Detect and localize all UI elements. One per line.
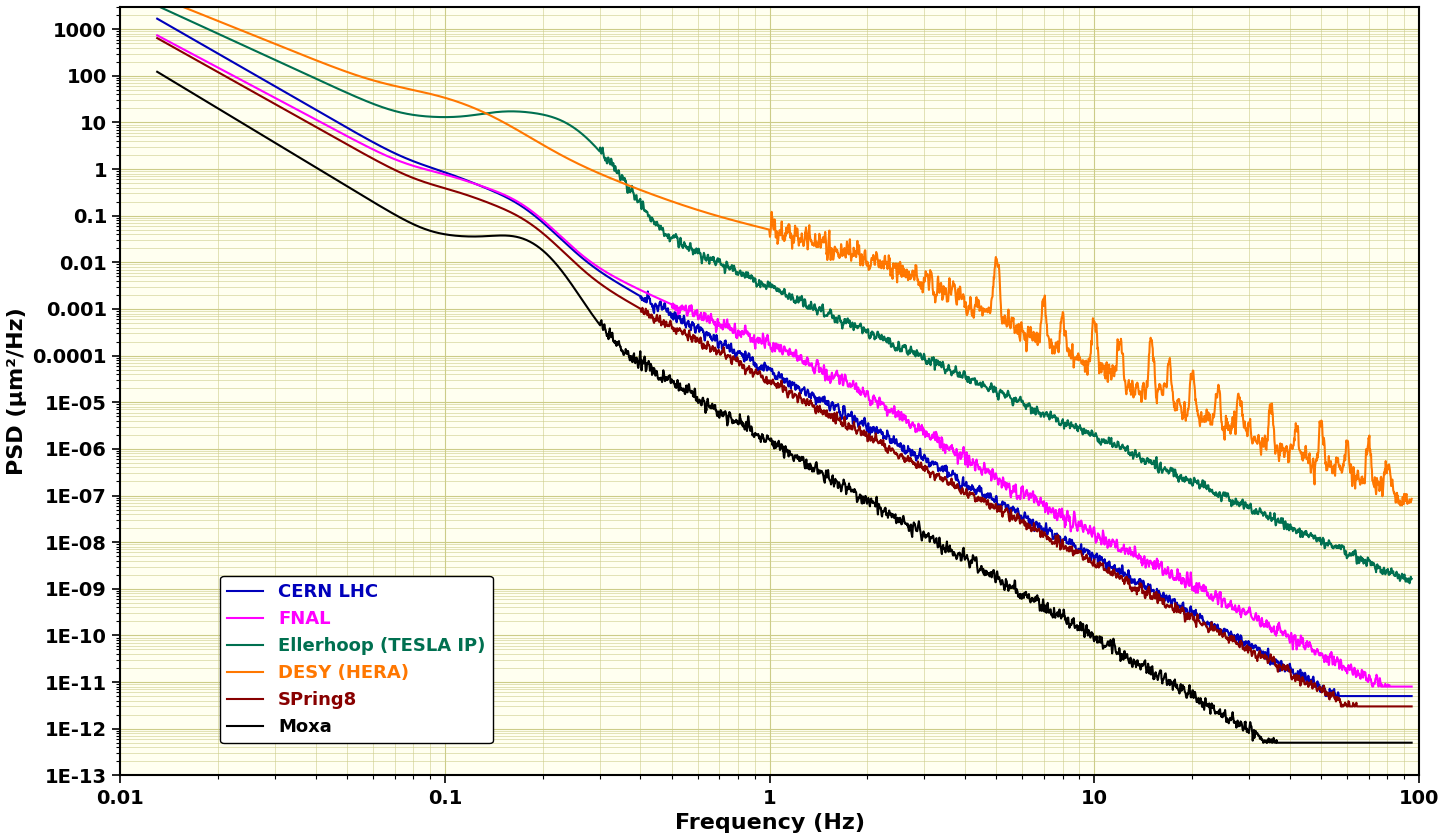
CERN LHC [149, 13, 166, 24]
CERN LHC [292, 96, 309, 106]
Ellerhoop (TESLA IP) [1244, 507, 1261, 517]
Y-axis label: PSD (μm²/Hz): PSD (μm²/Hz) [7, 307, 27, 475]
DESY (HERA) [684, 203, 701, 213]
DESY (HERA) [1394, 501, 1411, 511]
SPring8 [366, 155, 383, 165]
FNAL [292, 107, 309, 117]
Ellerhoop (TESLA IP) [1378, 565, 1395, 575]
Line: Ellerhoop (TESLA IP): Ellerhoop (TESLA IP) [158, 6, 1411, 583]
Moxa [684, 387, 701, 397]
SPring8 [1378, 701, 1395, 711]
Line: SPring8: SPring8 [158, 38, 1411, 706]
Moxa [1255, 738, 1272, 748]
Ellerhoop (TESLA IP) [1401, 578, 1419, 588]
Ellerhoop (TESLA IP) [292, 66, 309, 76]
Moxa [1403, 738, 1420, 748]
DESY (HERA) [1378, 468, 1395, 478]
Moxa [629, 363, 646, 373]
Ellerhoop (TESLA IP) [684, 246, 701, 256]
FNAL [149, 30, 166, 40]
DESY (HERA) [149, 0, 166, 2]
SPring8 [1403, 701, 1420, 711]
Moxa [366, 198, 383, 208]
DESY (HERA) [1403, 494, 1420, 504]
FNAL [1403, 681, 1420, 691]
SPring8 [1244, 651, 1261, 661]
Ellerhoop (TESLA IP) [149, 1, 166, 11]
FNAL [629, 284, 646, 294]
DESY (HERA) [366, 76, 383, 86]
DESY (HERA) [292, 49, 309, 59]
CERN LHC [684, 318, 701, 328]
CERN LHC [1244, 638, 1261, 648]
Line: Moxa: Moxa [158, 71, 1411, 743]
CERN LHC [1403, 691, 1420, 701]
FNAL [366, 145, 383, 155]
Moxa [1244, 725, 1261, 735]
Ellerhoop (TESLA IP) [366, 99, 383, 109]
CERN LHC [629, 290, 646, 300]
FNAL [684, 309, 701, 319]
Moxa [149, 66, 166, 76]
Line: FNAL: FNAL [158, 35, 1411, 686]
SPring8 [1332, 701, 1349, 711]
Ellerhoop (TESLA IP) [629, 197, 646, 207]
Ellerhoop (TESLA IP) [1403, 574, 1420, 584]
Line: DESY (HERA): DESY (HERA) [158, 0, 1411, 506]
SPring8 [149, 33, 166, 43]
Moxa [292, 153, 309, 163]
CERN LHC [366, 138, 383, 148]
Line: CERN LHC: CERN LHC [158, 18, 1411, 696]
FNAL [1364, 681, 1381, 691]
Moxa [1378, 738, 1395, 748]
CERN LHC [1378, 691, 1395, 701]
X-axis label: Frequency (Hz): Frequency (Hz) [674, 813, 865, 833]
SPring8 [292, 113, 309, 123]
DESY (HERA) [1244, 435, 1261, 445]
DESY (HERA) [629, 184, 646, 194]
SPring8 [629, 302, 646, 312]
SPring8 [684, 335, 701, 345]
FNAL [1378, 681, 1395, 691]
Legend: CERN LHC, FNAL, Ellerhoop (TESLA IP), DESY (HERA), SPring8, Moxa: CERN LHC, FNAL, Ellerhoop (TESLA IP), DE… [220, 575, 493, 743]
FNAL [1244, 612, 1261, 622]
CERN LHC [1317, 691, 1335, 701]
